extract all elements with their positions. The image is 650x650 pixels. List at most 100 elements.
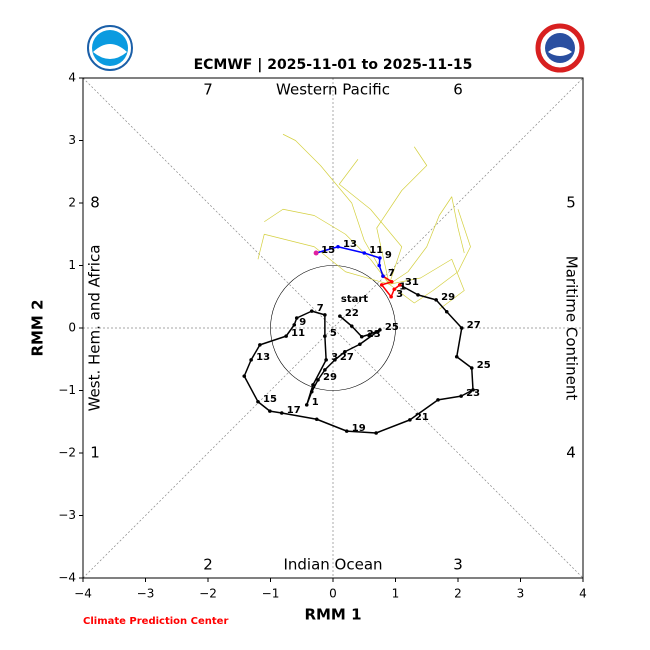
- series-line: [315, 246, 384, 277]
- point-label: 23: [466, 388, 480, 399]
- point: [358, 342, 362, 347]
- series-line: [264, 208, 390, 285]
- point-label: 21: [415, 412, 429, 423]
- phase-label: 4: [566, 444, 576, 462]
- point: [398, 283, 402, 287]
- phase-label: 1: [90, 444, 100, 462]
- point-label: 5: [330, 328, 337, 339]
- point-label: 22: [345, 308, 359, 319]
- y-tick-label: 0: [68, 321, 76, 335]
- point-label: 29: [441, 292, 455, 303]
- point-label: 7: [317, 303, 324, 314]
- y-axis-label: RMM 2: [29, 299, 47, 356]
- point-label: 11: [291, 328, 305, 339]
- series-line: [389, 258, 465, 310]
- point: [316, 378, 320, 382]
- point-label: 7: [388, 268, 395, 279]
- point: [389, 279, 394, 284]
- point: [362, 251, 367, 255]
- point-label: 27: [467, 320, 481, 331]
- point-label: 29: [323, 372, 337, 383]
- point: [268, 409, 272, 413]
- point: [378, 256, 382, 260]
- y-tick-label: −2: [58, 446, 76, 460]
- point-label: 17: [287, 405, 301, 416]
- x-tick-label: 2: [454, 587, 462, 601]
- point: [416, 293, 420, 297]
- point-label: 25: [477, 360, 491, 371]
- point-label: 9: [385, 250, 392, 261]
- point-label: 15: [263, 394, 277, 405]
- x-axis-label: RMM 1: [304, 606, 361, 624]
- x-tick-label: 4: [579, 587, 587, 601]
- nws-logo: [535, 23, 585, 73]
- point: [314, 417, 319, 422]
- region-label: Indian Ocean: [283, 556, 382, 574]
- point: [284, 334, 288, 338]
- point: [471, 388, 475, 392]
- point: [258, 343, 262, 347]
- point: [454, 354, 459, 359]
- point: [444, 309, 449, 314]
- series-line: [389, 209, 471, 304]
- point-label: 19: [352, 423, 366, 434]
- point: [323, 368, 327, 372]
- phase-label: 7: [203, 81, 213, 99]
- point-label: 31: [405, 277, 419, 288]
- point: [349, 324, 354, 328]
- point: [338, 314, 342, 318]
- point: [309, 389, 314, 394]
- point: [292, 323, 297, 327]
- point: [323, 313, 327, 317]
- series-line: [376, 146, 428, 285]
- point: [408, 418, 412, 422]
- point: [304, 403, 309, 407]
- point: [309, 309, 314, 313]
- point-label: 11: [369, 245, 383, 256]
- point: [459, 394, 463, 398]
- point: [279, 411, 284, 415]
- point: [378, 328, 382, 332]
- point: [469, 366, 474, 370]
- y-tick-label: −1: [58, 383, 76, 397]
- point: [436, 398, 440, 402]
- point: [368, 332, 372, 337]
- point: [249, 358, 253, 362]
- point: [392, 287, 397, 292]
- unit-circle: [270, 265, 396, 391]
- point-label: 13: [256, 352, 270, 363]
- point: [379, 283, 384, 287]
- point-label: 13: [343, 239, 357, 250]
- y-tick-label: 1: [68, 258, 76, 272]
- phase-label: 6: [453, 81, 463, 99]
- point-label: 15: [321, 245, 335, 256]
- point: [359, 334, 364, 339]
- x-tick-label: −2: [199, 587, 217, 601]
- noaa-logo: [87, 25, 133, 71]
- series-line: [282, 133, 390, 285]
- phase-label: 2: [203, 556, 213, 574]
- point-label: 9: [299, 317, 306, 328]
- y-tick-label: 4: [68, 71, 76, 85]
- y-tick-label: 3: [68, 133, 76, 147]
- point-label: 3: [331, 352, 338, 363]
- series-line: [257, 233, 390, 285]
- point: [389, 294, 393, 299]
- point: [343, 349, 347, 354]
- series-line: [243, 284, 474, 434]
- y-tick-label: −3: [58, 508, 76, 522]
- x-tick-label: 3: [517, 587, 525, 601]
- point: [333, 358, 337, 362]
- plot-frame: [82, 77, 584, 579]
- point: [311, 383, 315, 387]
- end-point: [313, 250, 319, 256]
- x-tick-label: 1: [392, 587, 400, 601]
- point-label: 3: [396, 289, 403, 300]
- point: [294, 316, 299, 320]
- point-label: 23: [367, 329, 381, 340]
- point: [336, 244, 340, 249]
- y-tick-label: 2: [68, 196, 76, 210]
- point: [381, 274, 385, 278]
